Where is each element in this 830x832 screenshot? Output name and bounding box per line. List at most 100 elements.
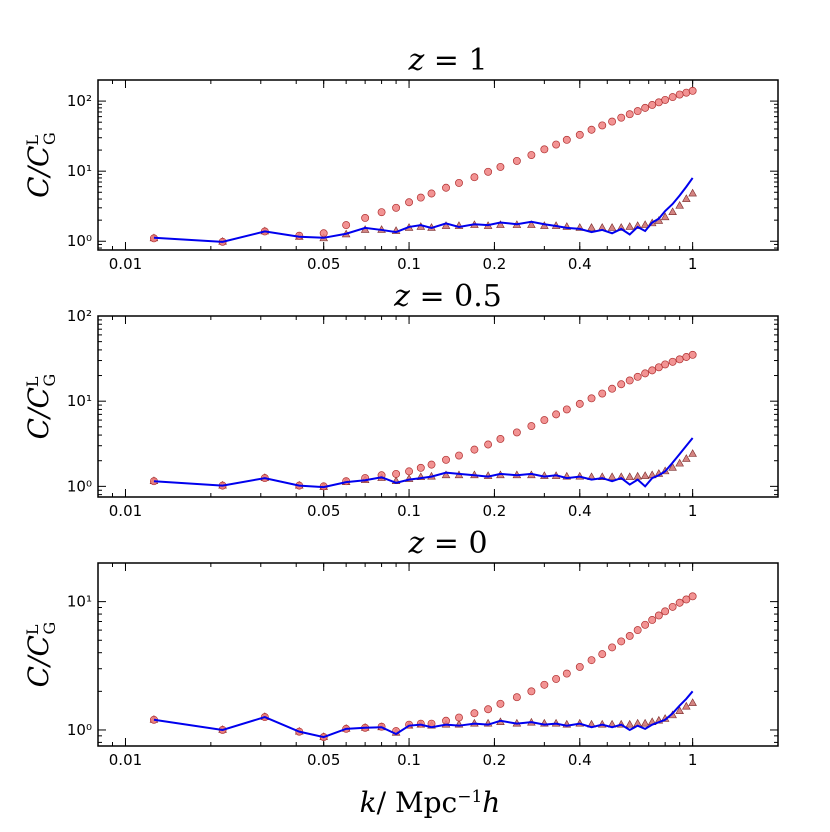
panel-title: z = 0.5	[393, 279, 502, 314]
circle-marker	[598, 389, 607, 398]
triangle-marker	[441, 470, 451, 479]
x-tick-label: 1	[688, 502, 698, 520]
circle-marker	[512, 156, 521, 165]
axes-frame	[97, 79, 779, 251]
circle-marker	[625, 376, 634, 385]
triangle-marker	[607, 472, 617, 481]
circle-marker	[427, 460, 436, 469]
circle-marker	[668, 357, 677, 366]
x-tick-label: 0.4	[568, 751, 592, 769]
circle-marker	[633, 107, 642, 116]
circle-marker	[575, 130, 584, 139]
circle-marker	[455, 451, 463, 460]
triangle-marker	[640, 220, 650, 228]
circle-marker	[416, 463, 425, 472]
triangle-marker	[640, 471, 650, 479]
y-tick-label: 10²	[67, 307, 92, 325]
y-tick-label: 10⁰	[67, 721, 92, 739]
circle-marker	[484, 167, 493, 176]
x-tick-label: 0.2	[482, 502, 506, 520]
x-tick-label: 0.4	[568, 502, 592, 520]
triangle-marker	[527, 220, 536, 228]
y-tick-label: 10¹	[67, 162, 92, 180]
circle-marker	[470, 709, 479, 718]
circle-marker	[527, 687, 536, 696]
circle-marker	[661, 607, 670, 616]
triangle-marker	[675, 458, 684, 467]
circle-marker	[661, 360, 670, 369]
circle-marker	[598, 121, 607, 130]
x-tick-label: 0.05	[307, 751, 340, 769]
triangle-marker	[640, 718, 650, 727]
triangle-marker	[682, 701, 691, 710]
circle-marker	[587, 394, 596, 403]
x-tick-label: 1	[688, 751, 698, 769]
triangle-marker	[675, 706, 684, 715]
circle-marker	[617, 113, 626, 122]
circle-marker	[455, 713, 463, 722]
circle-marker	[598, 650, 607, 659]
axes-frame	[97, 315, 779, 498]
x-tick-label: 0.2	[482, 751, 506, 769]
circle-marker	[641, 103, 650, 112]
x-tick-label: 0.01	[109, 502, 142, 520]
circle-marker	[625, 632, 634, 640]
x-tick-label: 0.1	[397, 502, 421, 520]
plot-background	[98, 80, 778, 250]
x-tick-label: 0.1	[397, 751, 421, 769]
series-group	[149, 350, 697, 491]
circle-marker	[470, 445, 479, 454]
circle-marker	[661, 95, 670, 104]
plot-background	[98, 316, 778, 497]
circle-marker	[442, 716, 450, 725]
circle-marker	[405, 467, 414, 476]
x-tick-label: 0.2	[482, 255, 506, 273]
circle-marker	[405, 198, 414, 207]
triangle-marker	[625, 719, 635, 728]
circle-marker	[633, 372, 642, 381]
circle-marker	[416, 193, 425, 202]
panels: 0.01 0.05 0.1 0.2 0.4 1 10⁰ 10¹ 10² z = 1 C/CLG 0.0…	[22, 43, 779, 769]
series-group	[149, 86, 697, 246]
triangle-marker	[668, 463, 677, 471]
circle-marker	[575, 399, 584, 408]
axes-frame	[97, 562, 779, 747]
blue-line	[153, 177, 694, 243]
y-tick-label: 10²	[67, 92, 92, 110]
y-tick-label: 10⁰	[67, 232, 92, 250]
circle-marker	[562, 135, 571, 144]
circle-marker	[484, 705, 493, 714]
circle-marker	[641, 620, 650, 629]
circle-marker	[484, 440, 493, 449]
circle-marker	[512, 428, 521, 437]
circle-marker	[496, 435, 505, 443]
triangle-marker	[675, 201, 684, 209]
panel-title: z = 1	[407, 43, 487, 78]
x-tick-label: 0.4	[568, 255, 592, 273]
x-axis-label: k/ Mpc−1h	[360, 786, 501, 819]
circle-marker	[552, 410, 561, 419]
circle-marker	[552, 140, 561, 149]
y-axis-label: C/CLG	[22, 622, 59, 688]
circle-marker	[688, 86, 697, 95]
circle-marker	[688, 350, 697, 359]
y-axis-label: C/CLG	[22, 132, 59, 198]
plot-background	[98, 563, 778, 746]
panel-1: 0.01 0.05 0.1 0.2 0.4 1 10⁰ 10¹ 10² z = 1 C/CLG	[22, 43, 779, 273]
circle-marker	[527, 422, 536, 431]
circle-marker	[688, 592, 697, 601]
circle-marker	[608, 643, 617, 652]
circle-marker	[633, 626, 642, 635]
panel-2: 0.01 0.05 0.1 0.2 0.4 1 10⁰ 10¹ 10² z = 0.5 C/CLG	[22, 279, 779, 520]
circle-marker	[675, 355, 684, 364]
triangle-marker	[668, 207, 677, 215]
circle-marker	[442, 183, 450, 192]
blue-line	[153, 690, 694, 739]
circle-marker	[562, 405, 571, 414]
y-axis-label: C/CLG	[22, 374, 59, 440]
triangle-marker	[496, 220, 505, 228]
x-tick-label: 0.05	[307, 502, 340, 520]
x-tick-label: 0.01	[109, 751, 142, 769]
triangle-marker	[441, 221, 451, 229]
